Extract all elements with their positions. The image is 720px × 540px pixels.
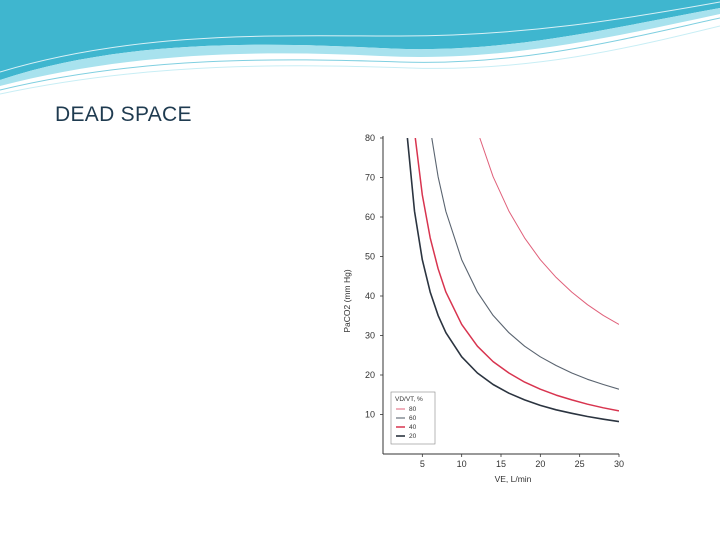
y-tick-label: 10 (365, 410, 375, 420)
y-tick-label: 80 (365, 133, 375, 143)
slide-title: DEAD SPACE (55, 103, 192, 126)
chart-legend: VD/VT, % 80 60 40 20 (390, 391, 436, 445)
x-tick-label: 5 (420, 459, 425, 469)
header-wave-line-1 (0, 1, 720, 73)
y-tick-label: 70 (365, 173, 375, 183)
chart-panel: 10 20 30 40 50 60 70 80 5 10 15 20 25 30 VD/VT, % 80 60… (336, 130, 628, 492)
header-decoration (0, 0, 720, 95)
series-line-60 (431, 138, 619, 390)
header-wave-fill (0, 0, 720, 80)
legend-title: VD/VT, % (395, 396, 423, 403)
header-wave-line-2 (0, 17, 720, 91)
y-axis-title: PaCO2 (mm Hg) (342, 269, 352, 332)
header-wave-line-3 (0, 25, 720, 95)
chart-ticks-layer: 10 20 30 40 50 60 70 80 5 10 15 20 25 30 (365, 133, 624, 469)
legend-label-40: 40 (409, 424, 417, 431)
y-tick-label: 40 (365, 291, 375, 301)
chart-series-layer (406, 138, 619, 423)
x-tick-label: 30 (614, 459, 624, 469)
x-axis-title: VE, L/min (495, 474, 532, 484)
legend-label-20: 20 (409, 433, 417, 440)
y-tick-label: 50 (365, 252, 375, 262)
series-line-40 (414, 138, 619, 412)
series-line-80 (479, 138, 619, 325)
chart-plot: 10 20 30 40 50 60 70 80 5 10 15 20 25 30 VD/VT, % 80 60… (342, 133, 624, 484)
x-tick-label: 10 (457, 459, 467, 469)
x-tick-label: 20 (535, 459, 545, 469)
y-tick-label: 60 (365, 212, 375, 222)
x-tick-label: 15 (496, 459, 506, 469)
series-line-20 (406, 138, 619, 423)
legend-label-60: 60 (409, 415, 417, 422)
y-tick-label: 30 (365, 331, 375, 341)
legend-label-80: 80 (409, 406, 417, 413)
y-tick-label: 20 (365, 370, 375, 380)
x-tick-label: 25 (575, 459, 585, 469)
